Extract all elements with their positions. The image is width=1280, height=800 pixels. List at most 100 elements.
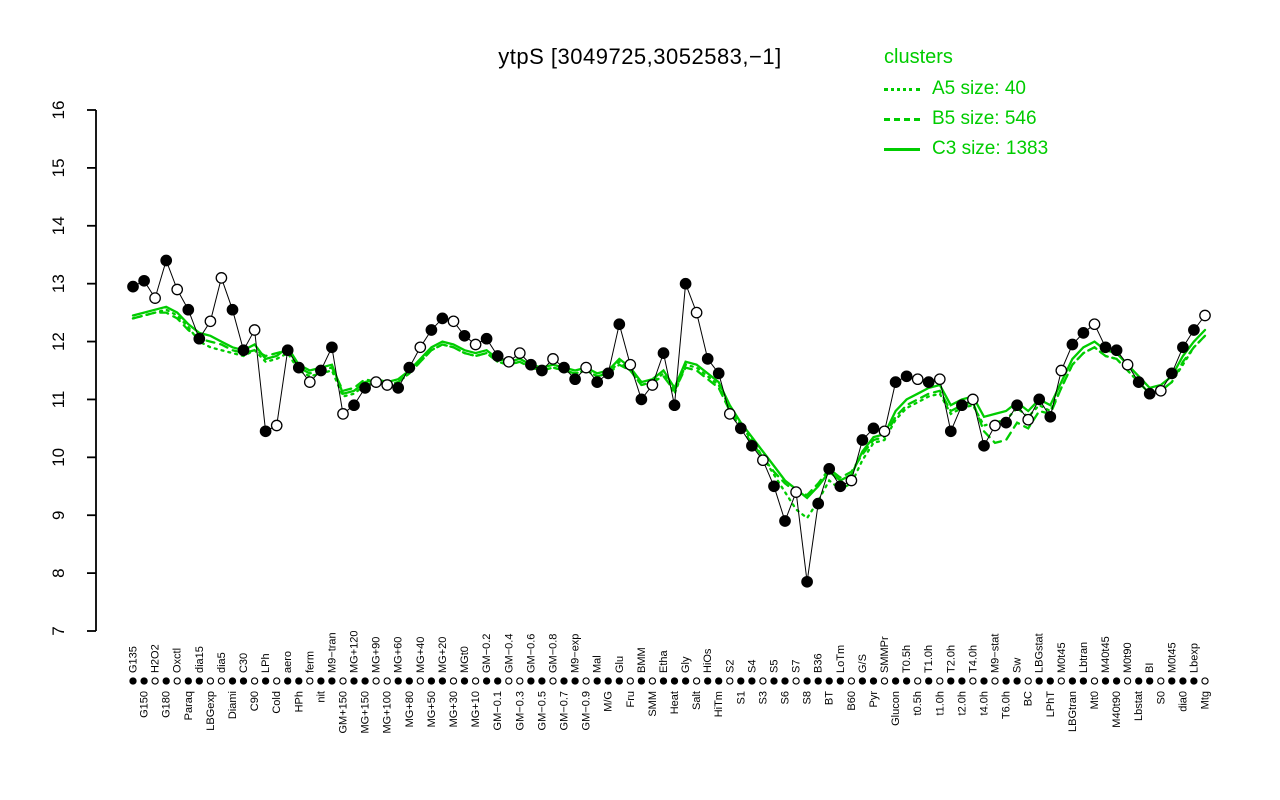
x-axis-label: M40t90 (1111, 691, 1123, 728)
gene-data-point (226, 303, 239, 316)
gene-data-point (757, 454, 769, 467)
x-axis-label: GM−0.2 (481, 634, 493, 673)
x-axis-label: MG+120 (349, 631, 361, 674)
gene-data-point (812, 497, 825, 510)
x-axis-label: C90 (249, 691, 261, 711)
x-axis-label: T0.5h (901, 645, 913, 673)
x-axis-rug-point (902, 677, 911, 685)
x-axis-rug-point (173, 677, 181, 685)
x-axis-label: SMMPr (879, 636, 891, 673)
x-axis-label: GM−0.4 (503, 634, 515, 673)
gene-data-point (536, 364, 548, 377)
gene-data-point (403, 361, 416, 374)
x-axis-rug-point (1190, 677, 1198, 685)
x-axis-rug-point (538, 677, 546, 685)
y-axis-tick-label: 10 (49, 448, 68, 467)
x-axis-label: Etha (658, 649, 670, 673)
x-axis-label: G150 (139, 691, 151, 718)
x-axis-label: LPh (260, 653, 272, 673)
x-axis-rug-point (715, 677, 723, 685)
gene-data-point (1000, 416, 1012, 429)
x-axis-rug-point (416, 677, 424, 685)
x-axis-label: LoTm (835, 645, 847, 673)
x-axis-rug-point (162, 677, 170, 685)
x-axis-rug-point (637, 677, 646, 685)
legend-item-label: B5 size: 546 (932, 108, 1037, 129)
gene-data-point (182, 303, 195, 316)
x-axis-label: T2.0h (945, 645, 957, 673)
x-axis-label: GM−0.3 (514, 691, 526, 730)
x-axis-label: Mal (592, 655, 604, 673)
x-axis-rug-point (151, 677, 159, 685)
gene-data-point (127, 280, 139, 293)
x-axis-rug-point (140, 677, 148, 685)
x-axis-label: S4 (746, 660, 758, 673)
x-axis-rug-point (825, 677, 833, 685)
gene-data-point (303, 376, 316, 388)
gene-data-point (602, 367, 615, 380)
x-axis-rug-point (1002, 677, 1010, 685)
gene-data-point (956, 399, 968, 412)
x-axis-rug-point (1157, 677, 1165, 685)
x-axis-rug-point (471, 677, 480, 685)
gene-data-point (502, 355, 515, 368)
x-axis-rug-point (317, 677, 325, 685)
x-axis-rug-point (250, 677, 259, 685)
x-axis-label: GM−0.7 (559, 691, 571, 730)
x-axis-label: GM−0.1 (492, 691, 504, 730)
gene-data-point (1066, 338, 1079, 351)
x-axis-label: MGt0 (459, 646, 471, 673)
series-ytpS-line (132, 258, 1206, 582)
x-axis-rug-point (239, 677, 248, 685)
x-axis-rug-point (560, 677, 568, 685)
x-axis-rug-point (914, 677, 922, 685)
x-axis-rug-point (980, 677, 988, 685)
gene-data-point (900, 370, 913, 383)
x-axis-rug-point (1079, 677, 1088, 685)
gene-data-point (171, 283, 184, 296)
y-axis-tick-label: 14 (49, 216, 68, 235)
y-axis-tick-label: 15 (49, 158, 68, 177)
x-axis-label: LBGexp (205, 691, 217, 731)
gene-data-point (989, 419, 1001, 432)
gene-data-point (1154, 384, 1167, 397)
x-axis-rug-point (748, 677, 756, 685)
x-axis-label: S3 (757, 691, 769, 704)
gene-data-point (922, 376, 935, 388)
x-axis-label: MG+60 (393, 637, 405, 673)
gene-data-point (723, 408, 736, 420)
x-axis-label: Lbtran (1078, 642, 1090, 673)
series-A5-line (131, 308, 1207, 520)
x-axis-label: GM−0.8 (547, 634, 559, 673)
x-axis-label: Sw (1012, 658, 1024, 673)
gene-data-point (513, 347, 526, 359)
y-axis-tick-label: 16 (49, 101, 68, 120)
gene-data-point (425, 324, 438, 336)
gene-data-point (668, 399, 681, 412)
x-axis-rug-point (427, 677, 436, 685)
legend-title: clusters (884, 46, 953, 68)
x-axis-rug-point (1035, 677, 1043, 685)
x-axis-label: GM−0.9 (581, 691, 593, 730)
dotted-line-icon (884, 87, 920, 91)
gene-data-point (149, 292, 161, 304)
x-axis-label: Oxctl (172, 648, 184, 673)
gene-data-point (746, 439, 758, 452)
x-axis-label: G/S (857, 654, 869, 673)
x-axis-rug-point (626, 677, 634, 685)
x-axis-label: t2.0h (956, 691, 968, 715)
gene-data-point (734, 422, 747, 435)
x-axis-rug-point (858, 677, 867, 685)
gene-data-point (657, 347, 670, 359)
gene-data-point (679, 277, 692, 290)
gene-data-point (1099, 341, 1112, 354)
x-axis-label: G135 (128, 646, 140, 673)
gene-data-point (790, 486, 802, 498)
gene-data-point (138, 274, 150, 287)
gene-data-point (525, 358, 537, 371)
gene-data-point (867, 422, 880, 435)
x-axis-rug-point (1068, 677, 1077, 685)
x-axis-rug-point (1013, 677, 1021, 685)
gene-data-point (160, 254, 173, 267)
gene-data-point (823, 463, 836, 475)
